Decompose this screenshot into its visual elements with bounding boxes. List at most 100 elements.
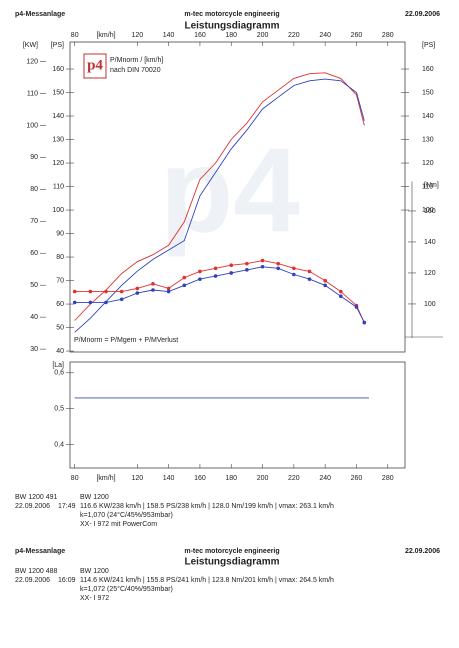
run-time: 16:09 [58, 577, 76, 584]
data-point [245, 261, 249, 266]
run-date: 22.09.2006 [15, 577, 50, 584]
kw-tick-label: 70 [30, 218, 38, 225]
header-right: 22.09.2006 [405, 548, 440, 555]
x-tick-label: 220 [288, 475, 300, 482]
x-tick-label: 280 [382, 32, 394, 39]
y-axis-label: [PS] [51, 42, 64, 49]
run-result: 114.6 KW/241 km/h | 155.8 PS/241 km/h | … [80, 577, 334, 584]
y-tick-label: 120 [52, 160, 64, 167]
kw-axis-label: [KW] [23, 42, 38, 49]
x-tick-label: 220 [288, 32, 300, 39]
x-tick-label: 260 [351, 475, 363, 482]
chart-title: Leistungsdiagramm [184, 21, 279, 32]
x-tick-label: 240 [319, 475, 331, 482]
y-tick-label: 0,6 [54, 370, 64, 377]
kw-tick-label: 120 [26, 58, 38, 65]
data-point [104, 289, 108, 294]
x-tick-label: 160 [194, 32, 206, 39]
legend-text: nach DIN 70020 [110, 67, 161, 74]
y-right-tick-label: 130 [422, 136, 434, 143]
header-center: m-tec motorcycle engineerig [184, 11, 279, 18]
header-center: m-tec motorcycle engineerig [184, 548, 279, 555]
x-tick-label: 160 [194, 475, 206, 482]
data-point [276, 261, 281, 266]
page-title: Leistungsdiagramm [184, 557, 279, 568]
y-axis-label: [La] [52, 362, 64, 369]
y-right-tick-label: 120 [422, 160, 434, 167]
y-tick-label: 140 [52, 113, 64, 120]
y-tick-label: 70 [56, 277, 64, 284]
x-tick-label: 260 [351, 32, 363, 39]
data-point [135, 286, 140, 291]
logo-box [83, 53, 107, 79]
kw-tick-label: 60 [30, 250, 38, 257]
plot-frame [69, 41, 406, 353]
y2-tick-label: 100 [424, 301, 436, 308]
data-point [88, 289, 93, 294]
y-tick-label: 0,4 [54, 441, 64, 448]
run-date: 22.09.2006 [15, 503, 50, 510]
data-point [323, 278, 327, 283]
kw-tick-label: 40 [30, 314, 38, 321]
kw-tick-label: 50 [30, 282, 38, 289]
data-point [198, 269, 202, 274]
data-line [74, 260, 365, 323]
y-right-axis-label: [PS] [422, 42, 435, 49]
x-tick-label: 140 [163, 32, 175, 39]
data-point [307, 269, 312, 274]
x-tick-label: 180 [225, 32, 237, 39]
run-id: BW 1200 491 [15, 494, 58, 501]
data-point [260, 264, 265, 269]
data-point [213, 274, 218, 278]
data-point [229, 271, 234, 275]
x-tick-label: 180 [225, 475, 237, 482]
data-point [213, 266, 218, 271]
header-left: p4-Messanlage [15, 548, 65, 555]
data-line [74, 72, 365, 321]
run-k: k=1,072 (25°C/40%/953mbar) [80, 585, 173, 593]
x-axis-label: [km/h] [96, 475, 115, 482]
run-model: BW 1200 [80, 494, 109, 501]
kw-tick-label: 80 [30, 186, 38, 193]
data-point [72, 289, 77, 294]
data-line [74, 266, 365, 323]
y-right-tick-label: 140 [422, 113, 434, 120]
data-point [182, 275, 187, 280]
x-tick-label: 80 [71, 32, 79, 39]
y-right-tick-label: 110 [422, 183, 433, 190]
y2-tick-label: 120 [424, 270, 436, 277]
x-tick-label: 200 [257, 32, 269, 39]
x-tick-label: 240 [319, 32, 331, 39]
data-point [323, 283, 327, 288]
run-result: 116.6 KW/238 km/h | 158.5 PS/238 km/h | … [80, 503, 334, 510]
data-point [104, 300, 108, 305]
data-point [276, 266, 281, 271]
kw-tick-label: 100 [26, 122, 38, 129]
y-tick-label: 50 [56, 324, 64, 331]
data-point [88, 300, 93, 305]
x-axis-label: [km/h] [96, 32, 115, 39]
data-point [354, 305, 359, 309]
data-point [119, 289, 124, 294]
data-point [292, 266, 296, 271]
x-tick-label: 280 [382, 475, 394, 482]
data-point [245, 268, 249, 272]
kw-tick-label: 30 [30, 346, 38, 353]
data-line [74, 78, 365, 333]
data-point [362, 320, 367, 325]
y-right-tick-label: 150 [422, 89, 434, 96]
formula: P/Mnorm = P/Mgem + P/MVerlust [74, 337, 178, 344]
y-tick-label: 80 [56, 254, 64, 261]
y-tick-label: 90 [56, 230, 64, 237]
run-k: k=1,070 (24°C/45%/953mbar) [80, 511, 173, 519]
data-point [292, 272, 296, 277]
data-point [72, 300, 77, 305]
y-tick-label: 0,5 [54, 406, 64, 413]
run-note: XX- I 972 mit PowerCom [80, 521, 157, 528]
data-point [119, 297, 124, 302]
x-tick-label: 120 [131, 475, 143, 482]
y-right-tick-label: 100 [422, 207, 434, 214]
run-time: 17:49 [58, 503, 76, 510]
x-tick-label: 80 [71, 475, 79, 482]
